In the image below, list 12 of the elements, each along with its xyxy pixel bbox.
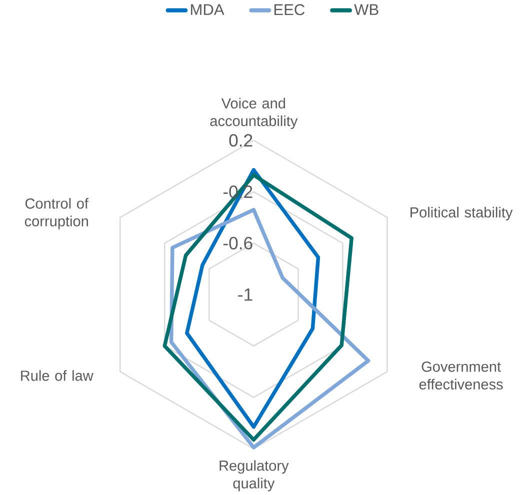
spoke-label: Control of corruption bbox=[24, 198, 89, 230]
spoke-label: Rule of law bbox=[21, 370, 94, 381]
y-tick-label: -1 bbox=[238, 288, 252, 301]
legend-label: EEC bbox=[274, 4, 305, 16]
spoke-label: Regulatory quality bbox=[220, 460, 289, 492]
y-tick-label: 0.2 bbox=[229, 134, 252, 147]
legend-label: WB bbox=[354, 4, 378, 16]
spoke-label: Political stability bbox=[410, 206, 513, 220]
legend-label: MDA bbox=[190, 4, 224, 16]
y-tick-label: -0.6 bbox=[223, 237, 252, 250]
spoke-label: Government effectiveness bbox=[419, 362, 503, 390]
spoke-label: Voice and accountability bbox=[210, 98, 298, 130]
